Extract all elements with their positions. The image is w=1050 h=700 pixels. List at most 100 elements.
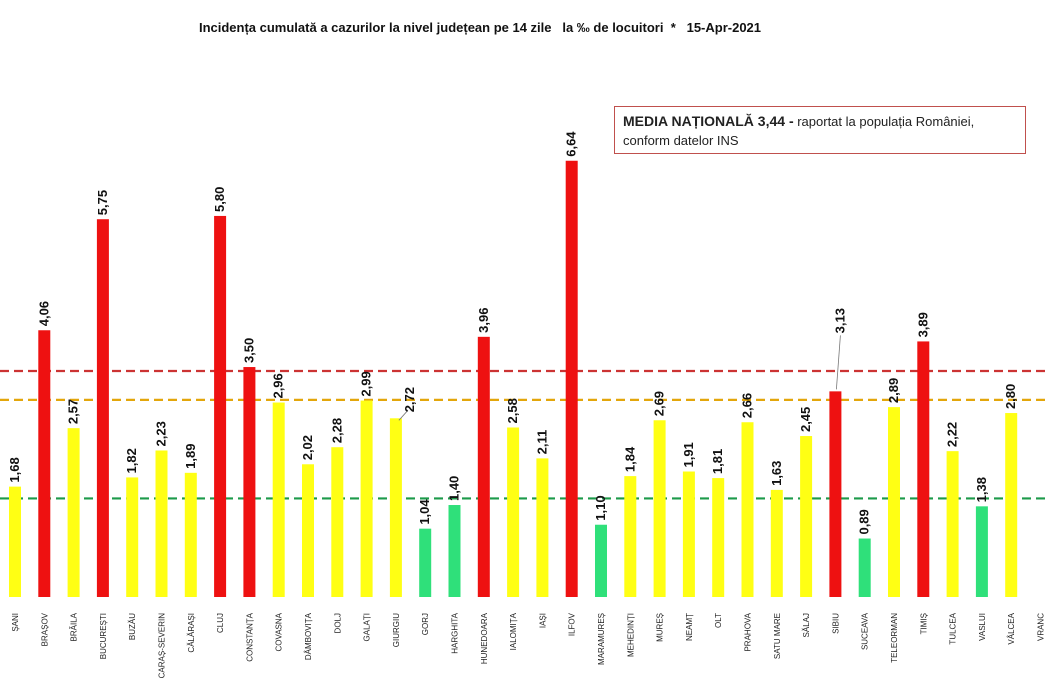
value-label-21: 1,84 xyxy=(622,446,637,472)
value-label-0: 1,68 xyxy=(7,457,22,482)
category-label-25: PRAHOVA xyxy=(744,612,753,651)
value-label-1: 4,06 xyxy=(36,301,51,326)
category-label-35: VRANC xyxy=(1037,613,1046,641)
category-label-8: CONSTANȚA xyxy=(245,612,254,661)
value-label-14: 1,04 xyxy=(417,499,432,525)
value-label-10: 2,02 xyxy=(300,435,315,460)
bar-33 xyxy=(975,506,988,597)
bar-17 xyxy=(507,427,520,597)
bar-14 xyxy=(419,528,432,597)
value-label-31: 3,89 xyxy=(915,312,930,337)
national-average-description: raportat la populația României, conform … xyxy=(623,114,975,148)
bar-28 xyxy=(829,391,842,597)
bars xyxy=(9,160,1018,597)
category-label-30: TELEORMAN xyxy=(890,613,899,663)
bar-9 xyxy=(272,402,285,597)
category-label-2: BRĂILA xyxy=(70,612,79,641)
bar-26 xyxy=(770,489,783,597)
bar-0 xyxy=(9,486,21,597)
value-label-9: 2,96 xyxy=(271,373,286,398)
value-label-8: 3,50 xyxy=(241,338,256,363)
bar-7 xyxy=(214,215,227,597)
bar-8 xyxy=(243,367,256,597)
value-label-4: 1,82 xyxy=(124,448,139,473)
category-label-11: DOLJ xyxy=(333,613,342,633)
value-label-7: 5,80 xyxy=(212,187,227,212)
category-label-18: IAȘI xyxy=(538,613,547,628)
category-label-31: TIMIȘ xyxy=(919,613,928,634)
bar-23 xyxy=(682,471,695,597)
bar-22 xyxy=(653,420,666,597)
value-label-26: 1,63 xyxy=(769,461,784,486)
category-label-6: CĂLĂRAȘI xyxy=(187,613,196,653)
value-labels: 1,68 4,06 2,57 5,75 1,82 2,23 1,89 5,80 3,50 2,96… xyxy=(7,131,1018,535)
bar-12 xyxy=(360,400,373,597)
category-label-4: BUZĂU xyxy=(128,613,137,640)
category-label-7: CLUJ xyxy=(216,613,225,633)
bar-24 xyxy=(712,478,725,597)
national-average-value: MEDIA NAȚIONALĂ 3,44 - xyxy=(623,113,794,129)
reference-lines xyxy=(0,369,1050,500)
bar-32 xyxy=(946,451,959,597)
bar-5 xyxy=(155,450,168,597)
bar-18 xyxy=(536,458,549,597)
bar-25 xyxy=(741,422,754,597)
category-label-33: VASLUI xyxy=(978,613,987,641)
value-label-12: 2,99 xyxy=(359,371,374,396)
category-label-3: BUCUREȘTI xyxy=(99,613,108,659)
category-label-14: GORJ xyxy=(421,613,430,635)
bar-20 xyxy=(595,524,607,597)
category-label-13: GIURGIU xyxy=(392,613,401,647)
category-label-9: COVASNA xyxy=(275,612,284,651)
bar-34 xyxy=(1005,413,1018,597)
category-label-0: ȘANI xyxy=(11,613,20,632)
leader-line-28 xyxy=(836,335,841,390)
value-label-15: 1,40 xyxy=(447,476,462,501)
value-label-17: 2,58 xyxy=(505,398,520,423)
bar-15 xyxy=(448,505,461,597)
value-label-3: 5,75 xyxy=(95,190,110,215)
category-label-32: TULCEA xyxy=(949,612,958,644)
value-label-6: 1,89 xyxy=(183,444,198,469)
value-label-18: 2,11 xyxy=(534,430,549,455)
value-label-30: 2,89 xyxy=(886,378,901,403)
category-label-12: GALAȚI xyxy=(363,613,372,641)
bar-3 xyxy=(96,219,109,597)
value-label-16: 3,96 xyxy=(476,308,491,333)
leader-line-13 xyxy=(398,410,409,421)
bar-27 xyxy=(800,436,813,597)
value-label-34: 2,80 xyxy=(1003,384,1018,409)
value-label-5: 2,23 xyxy=(154,421,169,446)
category-label-15: HARGHITA xyxy=(451,612,460,653)
value-label-19: 6,64 xyxy=(564,131,579,157)
category-label-17: IALOMIȚA xyxy=(509,612,518,650)
category-label-24: OLT xyxy=(714,613,723,628)
bar-13 xyxy=(389,418,402,597)
value-label-28: 3,13 xyxy=(832,308,847,333)
category-label-29: SUCEAVA xyxy=(861,612,870,650)
bar-16 xyxy=(477,336,490,597)
category-label-34: VÂLCEA xyxy=(1007,612,1016,644)
value-label-20: 1,10 xyxy=(593,495,608,520)
bar-31 xyxy=(917,341,930,597)
category-label-26: SATU MARE xyxy=(773,613,782,659)
bar-11 xyxy=(331,447,344,597)
national-average-note: MEDIA NAȚIONALĂ 3,44 - raportat la popul… xyxy=(614,106,1026,154)
bar-29 xyxy=(858,538,871,597)
value-label-22: 2,69 xyxy=(652,391,667,416)
value-label-25: 2,66 xyxy=(740,393,755,418)
category-label-5: CARAȘ-SEVERIN xyxy=(158,613,167,679)
value-label-13: 2,72 xyxy=(402,387,417,412)
category-label-19: ILFOV xyxy=(568,612,577,636)
category-label-20: MARAMUREȘ xyxy=(597,613,606,665)
bar-1 xyxy=(38,330,51,597)
bar-19 xyxy=(565,160,578,597)
category-label-27: SĂLAJ xyxy=(802,613,811,637)
value-label-32: 2,22 xyxy=(945,422,960,447)
bar-10 xyxy=(302,464,314,597)
category-label-22: MUREȘ xyxy=(656,613,665,642)
value-label-23: 1,91 xyxy=(681,442,696,467)
bar-21 xyxy=(624,476,637,597)
bar-4 xyxy=(126,477,139,597)
category-label-10: DÂMBOVIȚA xyxy=(304,612,313,660)
